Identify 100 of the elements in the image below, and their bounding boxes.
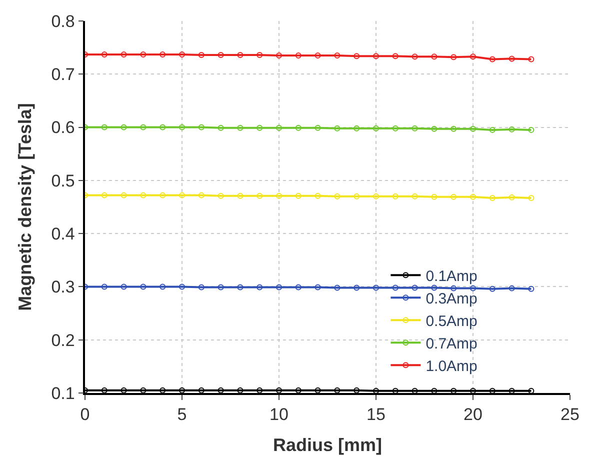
- x-axis-title: Radius [mm]: [272, 434, 382, 455]
- legend-label: 1.0Amp: [426, 358, 478, 375]
- point: [140, 387, 146, 393]
- point: [508, 285, 515, 292]
- legend-label: 0.3Amp: [426, 290, 478, 308]
- point: [450, 388, 457, 393]
- point: [198, 192, 204, 198]
- point: [373, 388, 379, 393]
- point: [508, 388, 515, 393]
- point: [276, 284, 282, 290]
- point: [334, 52, 340, 59]
- point: [431, 284, 438, 291]
- point: [334, 125, 340, 132]
- point: [528, 286, 534, 292]
- point: [120, 51, 127, 58]
- point: [101, 387, 108, 393]
- point: [354, 53, 360, 60]
- point: [160, 192, 166, 198]
- point: [373, 53, 379, 60]
- point: [160, 124, 166, 130]
- point: [412, 284, 418, 291]
- point: [160, 284, 166, 290]
- y-tick-label: 0.8: [51, 12, 75, 31]
- point: [528, 56, 534, 62]
- point: [295, 124, 302, 131]
- point: [528, 388, 534, 393]
- point: [256, 387, 263, 393]
- point: [295, 192, 302, 199]
- point: [528, 126, 534, 133]
- point: [218, 192, 224, 199]
- point: [450, 285, 457, 292]
- point: [101, 192, 108, 198]
- point: [450, 126, 457, 132]
- point: [314, 192, 321, 199]
- point: [470, 285, 476, 292]
- point: [392, 53, 398, 60]
- point: [412, 193, 418, 200]
- point: [431, 126, 438, 132]
- x-tick-label: 0: [80, 405, 90, 424]
- legend-label: 0.5Amp: [426, 312, 478, 330]
- point: [120, 124, 127, 130]
- point: [120, 192, 127, 198]
- point: [354, 387, 360, 393]
- point: [120, 284, 127, 290]
- point: [218, 52, 224, 58]
- point: [412, 388, 418, 393]
- point: [160, 51, 166, 58]
- x-tick-label: 5: [177, 405, 187, 424]
- point: [101, 124, 108, 130]
- point: [256, 52, 263, 58]
- point: [392, 388, 398, 393]
- y-tick-label: 0.4: [51, 224, 75, 244]
- point: [237, 52, 244, 58]
- point: [392, 193, 398, 200]
- y-tick-label: 0.2: [51, 330, 75, 350]
- point: [470, 126, 476, 132]
- point: [295, 52, 302, 59]
- point: [431, 54, 438, 60]
- point: [140, 124, 146, 130]
- point: [450, 194, 457, 200]
- point: [354, 284, 360, 291]
- point: [276, 192, 282, 199]
- point: [528, 194, 534, 201]
- point: [276, 387, 282, 393]
- point: [470, 194, 476, 200]
- point: [140, 284, 146, 290]
- point: [489, 56, 496, 62]
- point: [412, 54, 418, 60]
- point: [354, 193, 360, 200]
- point: [179, 51, 185, 58]
- point: [431, 194, 438, 200]
- point: [373, 284, 379, 291]
- point: [198, 284, 204, 290]
- point: [508, 194, 515, 200]
- y-tick-label: 0.7: [51, 65, 75, 84]
- point: [256, 192, 263, 199]
- point: [198, 124, 204, 130]
- point: [160, 387, 166, 393]
- point: [489, 126, 496, 133]
- point: [392, 284, 398, 291]
- point: [237, 284, 244, 290]
- point: [412, 125, 418, 132]
- point: [489, 286, 496, 292]
- legend-label: 0.1Amp: [426, 268, 478, 285]
- point: [489, 194, 496, 201]
- point: [354, 125, 360, 132]
- x-tick-label: 10: [270, 405, 288, 424]
- point: [334, 387, 340, 393]
- point: [334, 193, 340, 200]
- point: [314, 52, 321, 59]
- point: [276, 124, 282, 131]
- point: [256, 124, 263, 131]
- x-tick-label: 20: [464, 405, 482, 424]
- point: [256, 284, 263, 290]
- point: [373, 125, 379, 132]
- point: [470, 54, 476, 60]
- point: [450, 54, 457, 60]
- point: [334, 284, 340, 291]
- point: [179, 124, 185, 130]
- point: [237, 124, 244, 131]
